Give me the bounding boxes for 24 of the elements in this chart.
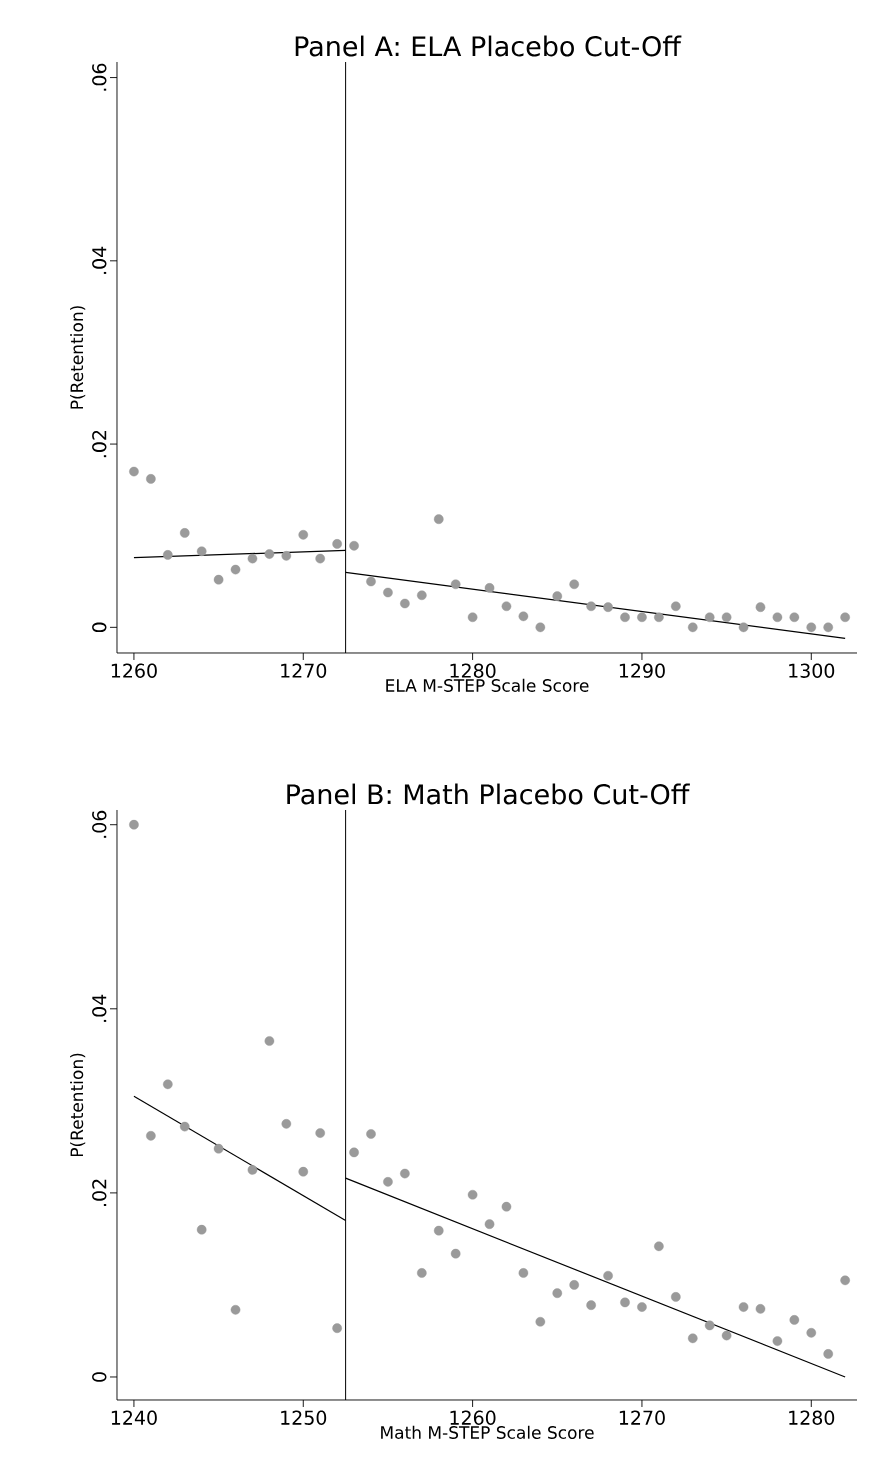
y-tick-label: .06 <box>92 63 107 91</box>
x-tick-label: 1270 <box>281 663 327 678</box>
x-axis-title: Math M-STEP Scale Score <box>381 1425 594 1439</box>
x-tick-label: 1260 <box>450 1410 496 1425</box>
chart-title: Panel A: ELA Placebo Cut-Off <box>295 35 682 57</box>
x-tick-label: 1280 <box>450 663 496 678</box>
x-tick-label: 1290 <box>619 663 665 678</box>
x-tick-label: 1250 <box>281 1410 327 1425</box>
y-tick-label: .02 <box>92 1179 107 1206</box>
y-tick-label: .02 <box>92 430 107 458</box>
x-axis-title: ELA M-STEP Scale Score <box>386 678 589 692</box>
chart-title: Panel B: Math Placebo Cut-Off <box>287 783 690 805</box>
x-tick-label: 1240 <box>111 1410 157 1425</box>
x-tick-label: 1270 <box>619 1410 665 1425</box>
y-tick-label: 0 <box>92 622 107 633</box>
y-tick-label: 0 <box>92 1372 107 1382</box>
y-tick-label: .04 <box>92 994 107 1022</box>
x-tick-label: 1260 <box>111 663 157 678</box>
y-axis-title: P(Retention) <box>70 1053 86 1157</box>
y-tick-label: .06 <box>92 810 107 838</box>
x-tick-label: 1300 <box>789 663 835 678</box>
x-tick-label: 1280 <box>789 1410 835 1425</box>
y-tick-label: .04 <box>92 246 107 274</box>
y-axis-title: P(Retention) <box>70 306 86 409</box>
